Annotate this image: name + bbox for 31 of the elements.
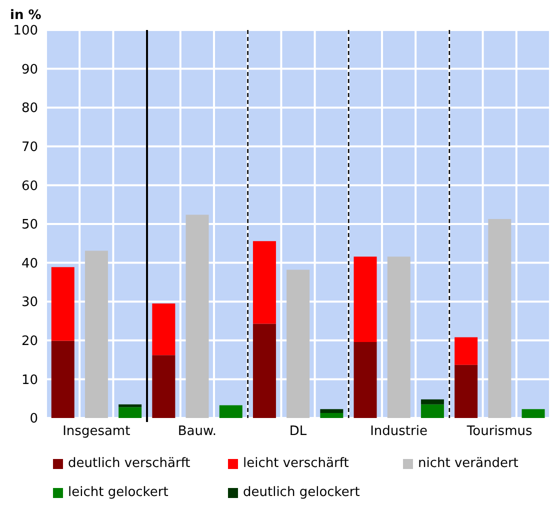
x-tick-label: Bauw. (178, 424, 217, 440)
y-tick-label: 50 (21, 218, 38, 233)
y-tick-label: 30 (21, 295, 38, 310)
y-tick-label: 90 (21, 62, 38, 78)
x-tick-label: Industrie (370, 424, 428, 440)
y-tick-label: 100 (13, 24, 38, 39)
y-tick-label: 80 (21, 101, 38, 116)
legend-label: nicht verändert (418, 456, 518, 471)
bar (51, 267, 74, 341)
x-tick-label: Insgesamt (62, 424, 130, 440)
x-tick-label: DL (289, 424, 308, 440)
x-tick-label: Tourismus (466, 424, 532, 440)
y-axis-title: in % (10, 8, 42, 23)
bar (488, 218, 512, 418)
legend-label: deutlich verschärft (68, 456, 190, 471)
bar (454, 337, 478, 365)
bar (118, 404, 142, 408)
bar (522, 409, 545, 418)
legend-label: leicht gelockert (68, 485, 168, 500)
bar (84, 250, 108, 418)
bar (118, 407, 142, 418)
y-tick-label: 40 (21, 256, 38, 272)
y-tick-label: 60 (21, 178, 38, 194)
y-tick-label: 0 (30, 412, 38, 427)
legend-label: leicht verschärft (243, 456, 349, 471)
y-tick-label: 20 (21, 334, 38, 350)
bar (51, 340, 74, 418)
y-tick-label: 10 (21, 372, 38, 388)
legend-label: deutlich gelockert (243, 485, 360, 500)
bar (454, 364, 478, 418)
y-tick-label: 70 (21, 140, 38, 156)
